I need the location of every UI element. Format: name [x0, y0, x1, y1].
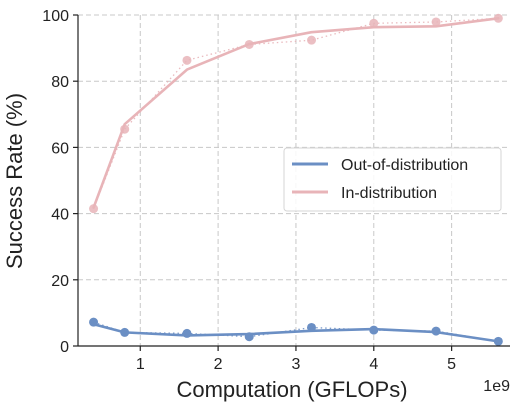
y-tick-label: 100	[42, 8, 69, 25]
legend: Out-of-distribution In-distribution	[283, 147, 502, 212]
legend-box	[283, 147, 502, 212]
x-tick-label: 3	[291, 356, 300, 373]
legend-label-in-distribution: In-distribution	[341, 185, 437, 202]
y-tick-label: 60	[51, 140, 69, 157]
y-tick-label: 20	[51, 273, 69, 290]
series-in-distribution	[89, 13, 503, 214]
ticks: 1 2 3 4 5 0 20 40 60 80 100	[42, 8, 456, 373]
x-tick-label: 4	[369, 356, 378, 373]
data-point-in-distribution	[182, 55, 192, 65]
y-tick-label: 40	[51, 207, 69, 224]
legend-label-out-of-distribution: Out-of-distribution	[341, 157, 468, 174]
trend-line-in-distribution	[92, 16, 500, 209]
x-offset-label: 1e9	[483, 378, 510, 395]
y-tick-label: 0	[60, 339, 69, 356]
x-tick-label: 5	[447, 356, 456, 373]
series-layer	[89, 13, 503, 346]
series-out-of-distribution	[89, 317, 503, 346]
x-tick-label: 1	[136, 356, 145, 373]
data-point-in-distribution	[307, 35, 317, 45]
data-point-in-distribution	[431, 17, 441, 27]
x-tick-label: 2	[214, 356, 223, 373]
y-axis-label: Success Rate (%)	[2, 93, 27, 269]
x-axis-label: Computation (GFLOPs)	[176, 377, 407, 402]
trend-line-out-of-distribution	[92, 322, 500, 343]
axes	[77, 15, 510, 347]
data-point-in-distribution	[369, 18, 379, 28]
y-tick-label: 80	[51, 74, 69, 91]
